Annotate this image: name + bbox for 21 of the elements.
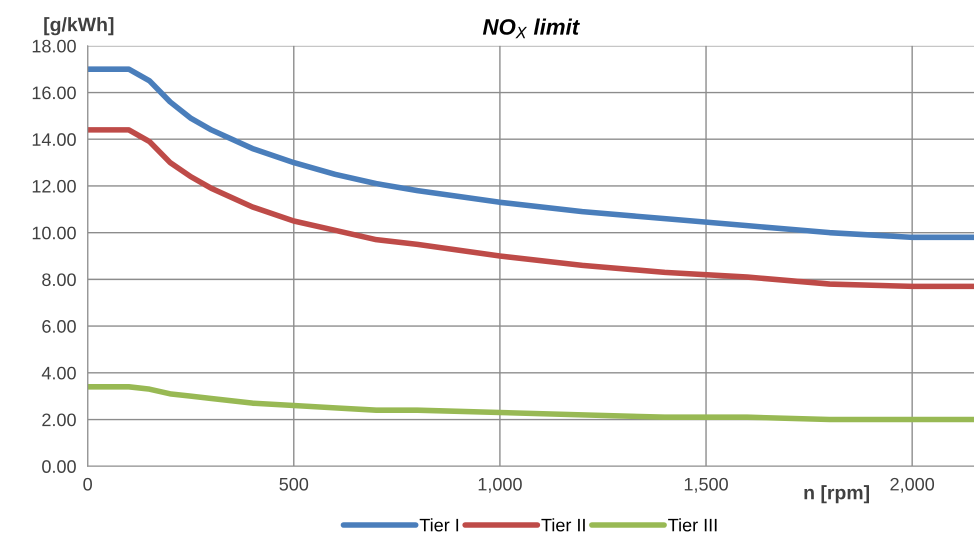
legend-label: Tier I — [420, 518, 458, 532]
y-tick-label: 0.00 — [42, 460, 76, 473]
x-tick-label: 500 — [279, 478, 308, 491]
y-tick-label: 6.00 — [42, 320, 76, 333]
x-tick-label: 1,000 — [478, 478, 522, 493]
y-tick-label: 18.00 — [32, 40, 76, 53]
legend-label: Tier III — [668, 518, 717, 532]
x-axis-title: n [rpm] — [804, 485, 870, 504]
x-tick-label: 0 — [83, 478, 92, 491]
y-tick-label: 4.00 — [42, 366, 76, 380]
y-tick-label: 12.00 — [32, 180, 76, 193]
x-tick-label: 2,000 — [890, 478, 934, 493]
y-tick-label: 8.00 — [42, 273, 76, 286]
y-tick-label: 2.00 — [42, 413, 76, 426]
x-tick-label: 1,500 — [684, 478, 728, 493]
y-tick-label: 10.00 — [32, 226, 76, 240]
y-axis-title: [g/kWh] — [44, 17, 114, 36]
chart-title: NO$_{X}$ limit — [482, 18, 580, 38]
legend-label: Tier II — [541, 518, 585, 532]
y-tick-label: 14.00 — [32, 133, 76, 146]
y-tick-label: 16.00 — [32, 86, 76, 100]
